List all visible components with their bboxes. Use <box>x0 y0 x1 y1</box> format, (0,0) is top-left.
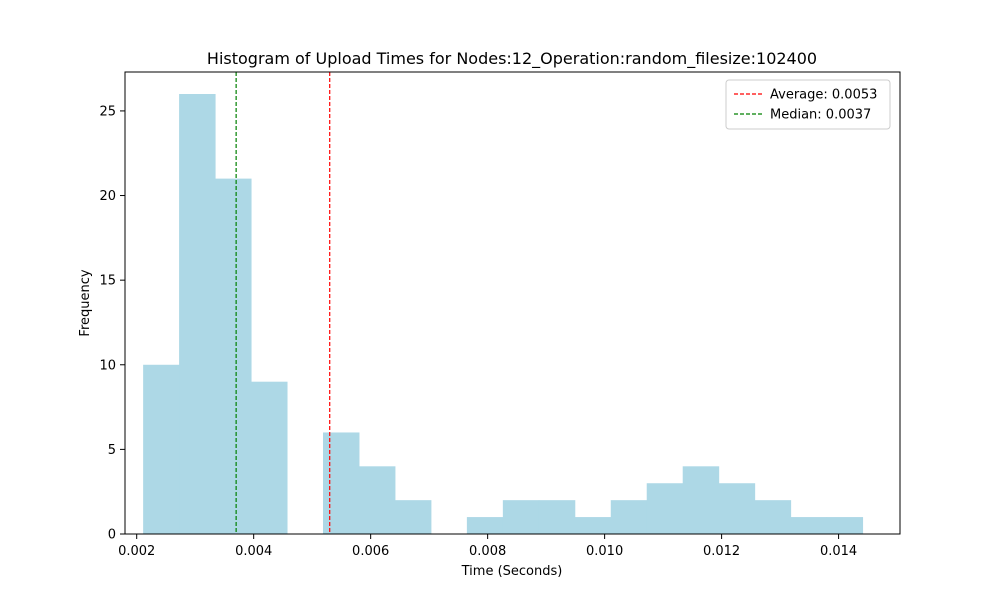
x-tick-label: 0.010 <box>586 544 623 559</box>
histogram-bar <box>358 466 396 534</box>
y-axis-ticks: 0 5 10 15 20 25 <box>99 104 125 543</box>
legend-average-label: Average: 0.0053 <box>770 88 877 103</box>
histogram-bar <box>466 517 504 534</box>
legend-median-label: Median: 0.0037 <box>770 108 871 123</box>
x-tick-label: 0.002 <box>118 544 155 559</box>
x-tick-label: 0.006 <box>352 544 389 559</box>
y-tick-label: 20 <box>99 189 116 204</box>
histogram-bar <box>251 381 288 534</box>
histogram-bar <box>179 94 216 534</box>
y-tick-label: 25 <box>99 104 116 119</box>
histogram-bar <box>646 483 684 534</box>
y-tick-label: 0 <box>108 528 116 543</box>
reference-lines-group <box>235 72 331 534</box>
x-tick-label: 0.008 <box>469 544 506 559</box>
x-axis-ticks: 0.002 0.004 0.006 0.008 0.010 0.012 0.014 <box>118 534 857 559</box>
histogram-bar <box>143 364 180 534</box>
histogram-bar <box>538 500 576 534</box>
histogram-bar <box>826 517 864 534</box>
histogram-bar <box>394 500 432 534</box>
y-tick-label: 5 <box>108 443 116 458</box>
histogram-bar <box>790 517 828 534</box>
y-tick-label: 15 <box>99 274 116 289</box>
histogram-bar <box>502 500 540 534</box>
histogram-bar <box>754 500 792 534</box>
x-tick-label: 0.012 <box>703 544 740 559</box>
x-tick-label: 0.004 <box>235 544 272 559</box>
histogram-bar <box>718 483 756 534</box>
x-tick-label: 0.014 <box>820 544 857 559</box>
histogram-bar <box>215 178 252 534</box>
histogram-bar <box>574 517 612 534</box>
y-tick-label: 10 <box>99 358 116 373</box>
y-axis-title: Frequency <box>78 269 93 336</box>
chart-title: Histogram of Upload Times for Nodes:12_O… <box>207 49 817 69</box>
legend: Average: 0.0053 Median: 0.0037 <box>725 79 891 130</box>
plot-frame <box>124 71 901 535</box>
bars-group <box>143 94 864 534</box>
x-axis-title: Time (Seconds) <box>461 564 563 579</box>
histogram-bar <box>610 500 648 534</box>
histogram-bar <box>322 432 360 534</box>
histogram-bar <box>682 466 720 534</box>
legend-box <box>725 79 891 130</box>
